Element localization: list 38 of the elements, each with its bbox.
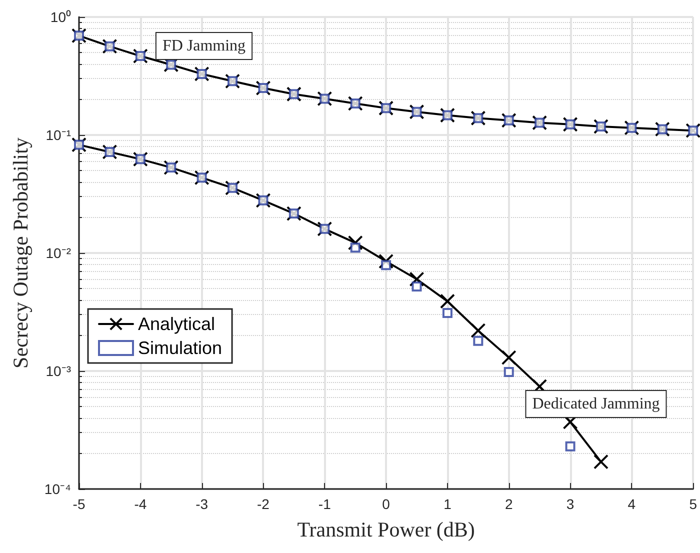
x-tick-label: 2 bbox=[504, 496, 513, 512]
point bbox=[501, 350, 516, 366]
x-tick-label: 1 bbox=[444, 496, 452, 512]
point bbox=[440, 294, 455, 309]
point bbox=[442, 308, 452, 318]
x-tick-label: -2 bbox=[257, 496, 270, 512]
x-axis-title: Transmit Power (dB) bbox=[297, 518, 475, 542]
x-tick-label: -5 bbox=[72, 496, 86, 512]
point bbox=[409, 272, 424, 287]
point bbox=[378, 254, 394, 269]
point bbox=[686, 123, 700, 138]
legend-label: Simulation bbox=[138, 338, 222, 358]
x-tick-label: -3 bbox=[196, 496, 208, 512]
point bbox=[412, 282, 422, 292]
point bbox=[504, 367, 514, 378]
point bbox=[348, 235, 363, 250]
point bbox=[688, 126, 698, 136]
x-tick-label: 0 bbox=[382, 496, 390, 512]
legend-label: Analytical bbox=[138, 314, 216, 334]
annotation: Dedicated Jamming bbox=[532, 396, 660, 412]
x-tick-label: -1 bbox=[318, 496, 332, 512]
y-tick-label: 10⁰ bbox=[50, 9, 71, 25]
point bbox=[350, 242, 360, 253]
y-tick-label: 10⁻¹ bbox=[46, 127, 72, 143]
y-tick-label: 10⁻² bbox=[46, 245, 72, 261]
x-tick-label: -4 bbox=[134, 496, 147, 512]
point bbox=[381, 260, 392, 270]
x-tick-label: 4 bbox=[628, 496, 636, 512]
y-tick-label: 10⁻³ bbox=[46, 363, 72, 379]
point bbox=[593, 454, 608, 470]
point bbox=[565, 441, 576, 452]
y-axis-title: Secrecy Outage Probability bbox=[8, 137, 32, 368]
x-tick-label: 3 bbox=[566, 496, 574, 512]
x-tick-label: 5 bbox=[689, 496, 698, 512]
y-tick-label: 10⁻⁴ bbox=[44, 481, 71, 497]
point bbox=[470, 323, 486, 338]
annotation: FD Jamming bbox=[162, 38, 246, 54]
point bbox=[473, 336, 484, 346]
